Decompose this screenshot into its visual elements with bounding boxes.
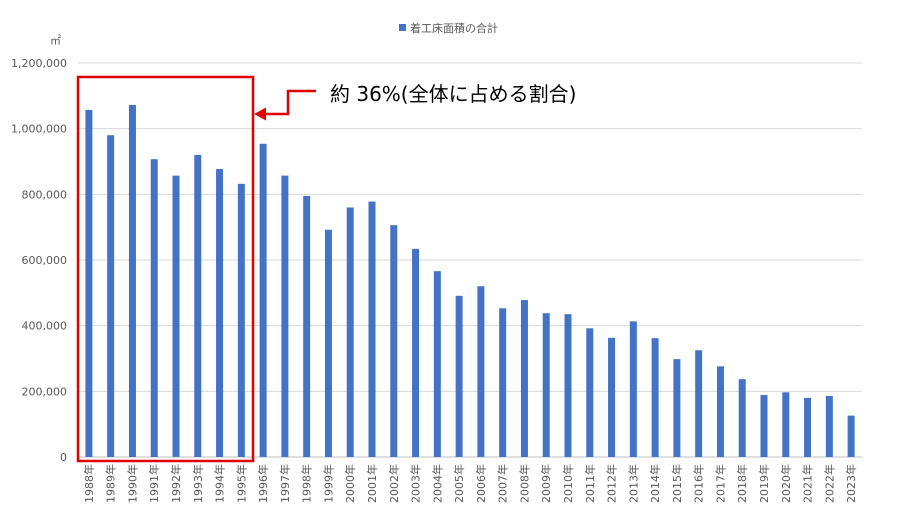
bar <box>128 105 136 457</box>
bar <box>629 321 637 457</box>
x-tick-label: 1995年 <box>234 464 248 503</box>
highlight-box <box>76 75 255 463</box>
x-tick-label: 2023年 <box>844 464 858 503</box>
bar <box>150 159 158 457</box>
bar <box>738 379 746 457</box>
x-tick-label: 2018年 <box>735 464 749 503</box>
bar <box>586 328 594 457</box>
bar <box>259 143 267 457</box>
x-tick-label: 2020年 <box>779 464 793 503</box>
y-tick-label: 1,200,000 <box>11 57 67 70</box>
x-tick-label: 1996年 <box>256 464 270 503</box>
legend-swatch <box>399 24 406 31</box>
x-tick-label: 2007年 <box>496 464 510 503</box>
bar <box>608 337 616 457</box>
x-tick-label: 1999年 <box>321 464 335 503</box>
x-tick-label: 2004年 <box>430 464 444 503</box>
bar <box>477 286 485 457</box>
bar <box>455 295 463 457</box>
x-tick-label: 2021年 <box>801 464 815 503</box>
y-tick-label: 800,000 <box>22 188 68 201</box>
x-tick-label: 1992年 <box>169 464 183 503</box>
x-tick-label: 2005年 <box>452 464 466 503</box>
highlight-arrow-line <box>263 89 316 116</box>
bar <box>564 314 572 457</box>
y-tick-label: 600,000 <box>22 254 68 267</box>
highlight-group: 約 36%(全体に占める割合) <box>76 75 576 463</box>
bar <box>782 392 790 457</box>
bar <box>804 397 812 457</box>
bar <box>85 109 93 458</box>
x-tick-label: 1990年 <box>125 464 139 503</box>
bar <box>281 175 289 457</box>
bar <box>651 338 659 457</box>
gridlines <box>78 62 862 458</box>
x-tick-label: 1994年 <box>213 464 227 503</box>
x-tick-label: 2022年 <box>822 464 836 503</box>
bar <box>499 308 507 457</box>
bar <box>237 183 245 457</box>
highlight-arrow-head <box>254 107 266 121</box>
bar <box>172 175 180 457</box>
bar <box>216 169 224 457</box>
bars <box>85 105 855 458</box>
bar <box>303 195 311 457</box>
x-tick-label: 2016年 <box>692 464 706 503</box>
bar <box>673 359 681 457</box>
x-tick-label: 2000年 <box>343 464 357 503</box>
bar <box>542 313 550 457</box>
legend-label: 着工床面積の合計 <box>410 21 498 35</box>
x-tick-label: 1993年 <box>191 464 205 503</box>
x-tick-label: 2011年 <box>583 464 597 503</box>
x-tick-label: 2015年 <box>670 464 684 503</box>
bar <box>760 394 768 457</box>
y-tick-label: 1,000,000 <box>11 123 67 136</box>
bar <box>520 300 528 457</box>
bar <box>825 395 833 457</box>
bar <box>433 271 441 457</box>
bar <box>695 350 703 457</box>
highlight-annotation: 約 36%(全体に占める割合) <box>330 82 576 106</box>
x-tick-label: 2003年 <box>409 464 423 503</box>
bar <box>368 201 376 457</box>
y-axis-tick-labels: 0 200,000 400,000 600,000 800,000 1,000,000 1,… <box>11 57 67 464</box>
y-tick-label: 400,000 <box>22 320 68 333</box>
bar <box>716 366 724 457</box>
x-tick-label: 2009年 <box>539 464 553 503</box>
x-tick-label: 2002年 <box>387 464 401 503</box>
x-tick-label: 1998年 <box>300 464 314 503</box>
legend: 着工床面積の合計 <box>399 21 498 35</box>
x-tick-label: 1988年 <box>82 464 96 503</box>
y-axis-unit-label: ㎡ <box>50 34 61 47</box>
x-tick-label: 1989年 <box>104 464 118 503</box>
x-tick-label: 2010年 <box>561 464 575 503</box>
x-tick-label: 1997年 <box>278 464 292 503</box>
bar <box>324 229 332 457</box>
x-tick-label: 2014年 <box>648 464 662 503</box>
bar <box>194 154 202 457</box>
bar <box>346 207 354 457</box>
x-tick-label: 2019年 <box>757 464 771 503</box>
bar <box>390 225 398 457</box>
y-tick-label: 200,000 <box>22 385 68 398</box>
x-tick-label: 2006年 <box>474 464 488 503</box>
x-tick-label: 2001年 <box>365 464 379 503</box>
y-tick-label: 0 <box>60 451 67 464</box>
x-tick-label: 2017年 <box>713 464 727 503</box>
x-axis-tick-labels: 1988年 1989年 1990年 1991年 1992年 1993年 1994年 1995年… <box>82 464 858 503</box>
bar <box>412 248 420 457</box>
x-tick-label: 2012年 <box>605 464 619 503</box>
x-tick-label: 1991年 <box>147 464 161 503</box>
bar <box>847 415 855 457</box>
x-tick-label: 2013年 <box>626 464 640 503</box>
x-tick-label: 2008年 <box>517 464 531 503</box>
bar <box>107 135 115 457</box>
